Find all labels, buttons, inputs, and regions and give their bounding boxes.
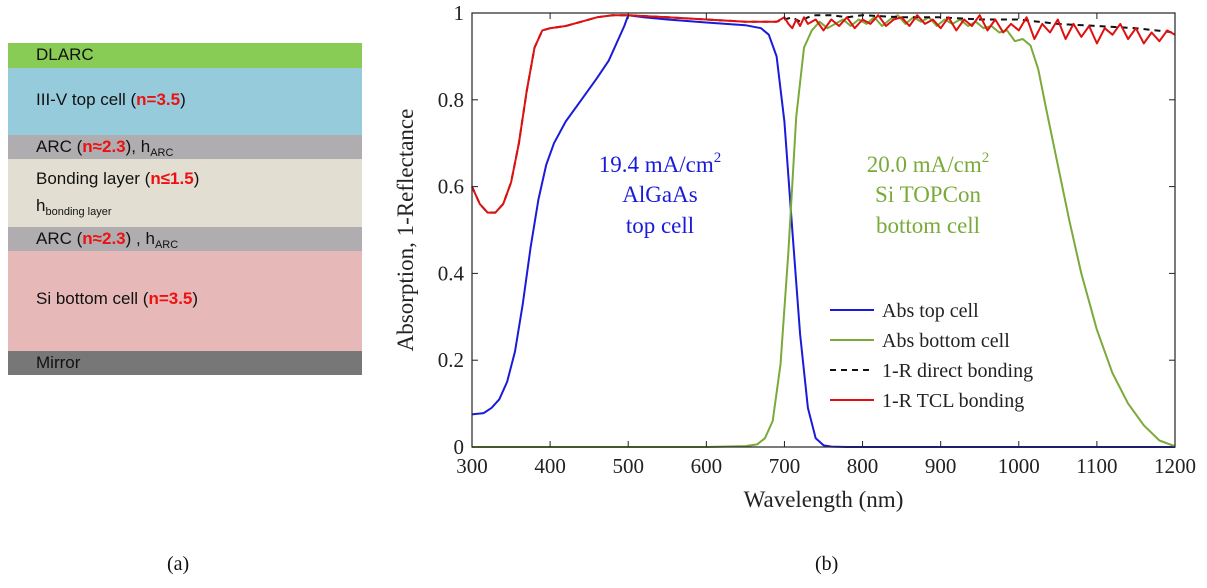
x-tick-label: 700: [769, 454, 801, 478]
layer-bottom: Si bottom cell (n=3.5): [8, 251, 362, 351]
x-axis-label: Wavelength (nm): [744, 487, 904, 512]
layer-dlarc: DLARC: [8, 43, 362, 68]
annotation-current-bottom: 20.0 mA/cm2: [867, 150, 990, 177]
legend-label-3: 1-R TCL bonding: [882, 390, 1024, 412]
annotation-material-bottom: Si TOPCon: [875, 182, 981, 207]
series-line-0: [471, 14, 1175, 448]
layer-top: III-V top cell (n=3.5): [8, 68, 362, 135]
y-tick-label: 1: [454, 1, 465, 25]
layer-label: ARC (n≈2.3) , hARC: [36, 229, 179, 251]
annotation-cell-top: top cell: [626, 213, 694, 238]
x-tick-label: 1000: [998, 454, 1040, 478]
layer-label: ARC (n≈2.3), hARC: [36, 137, 174, 159]
series-line-1: [472, 14, 1176, 448]
annotation-cell-bottom: bottom cell: [876, 213, 980, 238]
x-tick-label: 300: [456, 454, 488, 478]
layer-stack-diagram: DLARC III-V top cell (n=3.5) ARC (n≈2.3), …: [8, 43, 362, 375]
x-tick-label: 1100: [1076, 454, 1117, 478]
layer-label: Bonding layer (n≤1.5): [36, 169, 200, 188]
layer-mirror: Mirror: [8, 351, 362, 375]
layer-label: DLARC: [36, 45, 94, 64]
legend-label-0: Abs top cell: [882, 300, 979, 322]
legend-label-1: Abs bottom cell: [882, 330, 1010, 352]
series-line-3: [471, 14, 1176, 214]
layer-sublabel: hbonding layer: [36, 196, 112, 218]
x-tick-label: 600: [691, 454, 723, 478]
x-tick-label: 1200: [1154, 454, 1196, 478]
y-axis-label: Absorption, 1-Reflectance: [393, 109, 418, 352]
layer-arc2: ARC (n≈2.3) , hARC: [8, 227, 362, 251]
y-tick-label: 0.6: [438, 175, 464, 199]
legend-label-2: 1-R direct bonding: [882, 360, 1033, 382]
layer-label: III-V top cell (n=3.5): [36, 90, 186, 109]
panel-label-a: (a): [167, 553, 190, 575]
layer-label: Mirror: [36, 353, 81, 372]
y-tick-label: 0: [454, 435, 465, 459]
series-line-2: [471, 14, 1176, 214]
y-tick-label: 0.8: [438, 88, 464, 112]
layer-arc1: ARC (n≈2.3), hARC: [8, 135, 362, 159]
y-tick-label: 0.4: [438, 261, 465, 285]
x-tick-label: 900: [925, 454, 957, 478]
layer-label: Si bottom cell (n=3.5): [36, 289, 199, 308]
annotation-current-top: 19.4 mA/cm2: [599, 150, 722, 177]
annotation-material-top: AlGaAs: [622, 182, 697, 207]
x-tick-label: 500: [612, 454, 644, 478]
x-tick-label: 400: [534, 454, 566, 478]
plot-frame: [471, 12, 1176, 448]
x-tick-label: 800: [847, 454, 879, 478]
panel-label-b: (b): [815, 553, 839, 575]
layer-bond: Bonding layer (n≤1.5) hbonding layer: [8, 159, 362, 227]
y-tick-label: 0.2: [438, 348, 464, 372]
